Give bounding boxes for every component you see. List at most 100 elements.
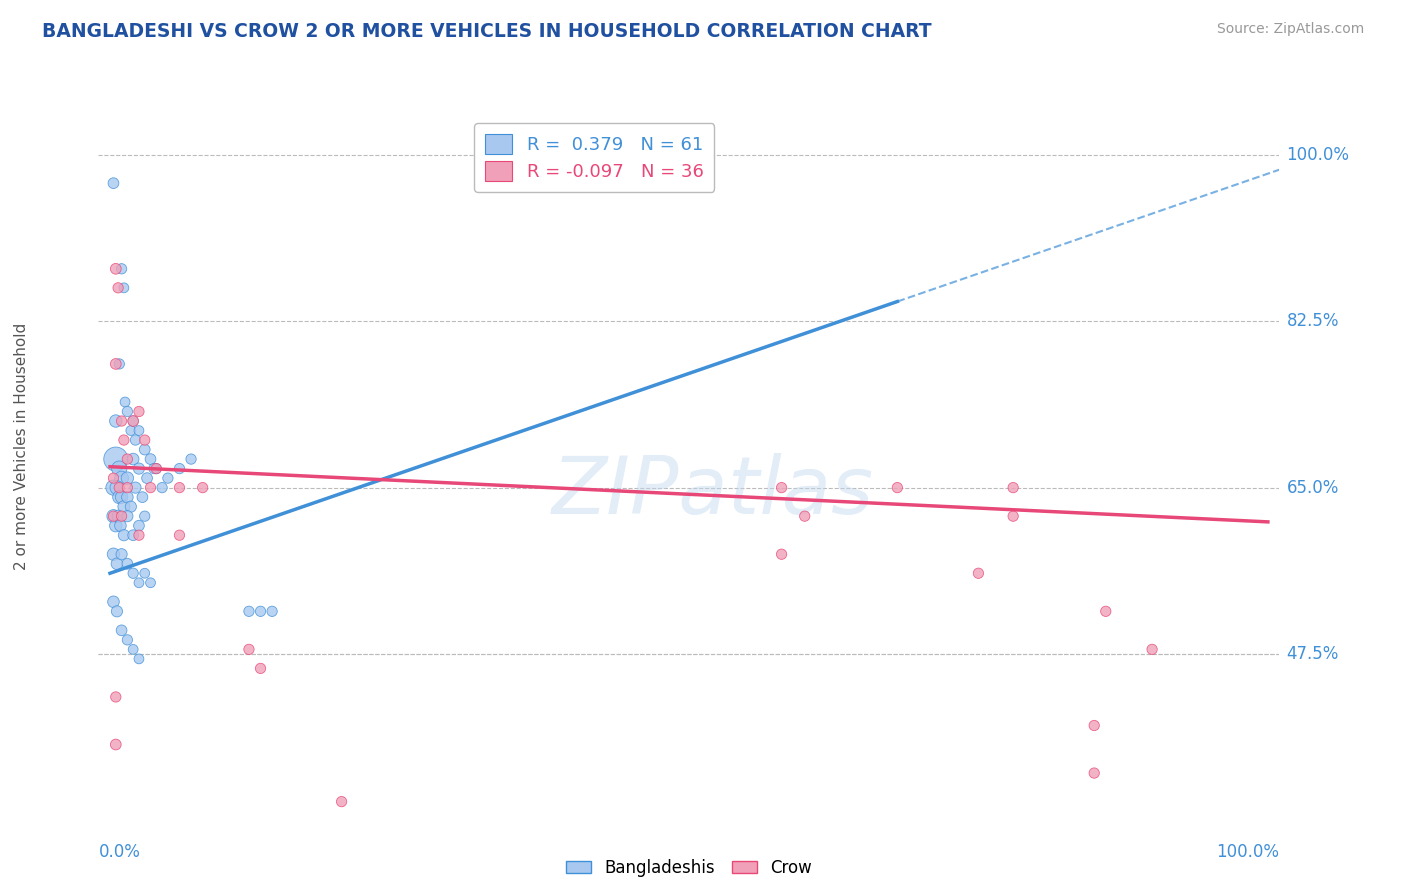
Text: 100.0%: 100.0%	[1216, 843, 1279, 861]
Point	[1002, 481, 1025, 495]
Point	[134, 509, 156, 524]
Point	[967, 566, 990, 581]
Point	[131, 490, 153, 504]
Point	[150, 481, 173, 495]
Point	[112, 281, 135, 295]
Point	[120, 500, 142, 514]
Point	[104, 414, 127, 428]
Point	[110, 547, 132, 561]
Point	[156, 471, 179, 485]
Point	[105, 481, 128, 495]
Point	[793, 509, 815, 524]
Legend: Bangladeshis, Crow: Bangladeshis, Crow	[560, 853, 818, 884]
Point	[107, 281, 129, 295]
Point	[103, 176, 125, 190]
Point	[117, 404, 139, 418]
Point	[108, 481, 131, 495]
Point	[110, 518, 132, 533]
Point	[139, 452, 162, 467]
Point	[124, 433, 146, 447]
Point	[112, 433, 135, 447]
Point	[128, 461, 150, 475]
Point	[114, 395, 136, 409]
Point	[103, 547, 125, 561]
Point	[169, 528, 191, 542]
Point	[169, 481, 191, 495]
Text: BANGLADESHI VS CROW 2 OR MORE VEHICLES IN HOUSEHOLD CORRELATION CHART: BANGLADESHI VS CROW 2 OR MORE VEHICLES I…	[42, 22, 932, 41]
Point	[103, 595, 125, 609]
Text: 65.0%: 65.0%	[1286, 479, 1339, 497]
Point	[145, 461, 167, 475]
Point	[117, 557, 139, 571]
Point	[136, 471, 159, 485]
Text: Source: ZipAtlas.com: Source: ZipAtlas.com	[1216, 22, 1364, 37]
Point	[134, 442, 156, 457]
Point	[104, 452, 127, 467]
Point	[110, 509, 132, 524]
Point	[122, 452, 145, 467]
Point	[122, 414, 145, 428]
Point	[108, 357, 131, 371]
Point	[169, 461, 191, 475]
Point	[238, 642, 260, 657]
Point	[330, 795, 353, 809]
Point	[117, 509, 139, 524]
Point	[122, 528, 145, 542]
Text: 47.5%: 47.5%	[1286, 645, 1339, 663]
Point	[238, 604, 260, 618]
Point	[104, 357, 127, 371]
Text: 82.5%: 82.5%	[1286, 312, 1339, 330]
Point	[112, 500, 135, 514]
Point	[134, 433, 156, 447]
Point	[108, 490, 131, 504]
Point	[104, 261, 127, 276]
Point	[105, 604, 128, 618]
Point	[128, 404, 150, 418]
Point	[262, 604, 284, 618]
Point	[128, 528, 150, 542]
Point	[128, 652, 150, 666]
Text: 2 or more Vehicles in Household: 2 or more Vehicles in Household	[14, 322, 28, 570]
Point	[249, 604, 271, 618]
Point	[1083, 766, 1105, 780]
Point	[112, 528, 135, 542]
Point	[124, 481, 146, 495]
Point	[145, 461, 167, 475]
Point	[143, 461, 166, 475]
Point	[128, 424, 150, 438]
Point	[886, 481, 908, 495]
Point	[103, 471, 125, 485]
Point	[110, 490, 132, 504]
Point	[110, 624, 132, 638]
Text: ZIPatlas: ZIPatlas	[551, 453, 873, 532]
Point	[191, 481, 214, 495]
Point	[110, 471, 132, 485]
Point	[122, 642, 145, 657]
Point	[117, 632, 139, 647]
Text: 0.0%: 0.0%	[98, 843, 141, 861]
Point	[104, 690, 127, 704]
Point	[103, 481, 125, 495]
Point	[117, 481, 139, 495]
Text: 100.0%: 100.0%	[1286, 145, 1350, 163]
Point	[139, 481, 162, 495]
Point	[117, 452, 139, 467]
Point	[139, 575, 162, 590]
Point	[1002, 509, 1025, 524]
Point	[120, 424, 142, 438]
Point	[1083, 718, 1105, 732]
Point	[180, 452, 202, 467]
Point	[134, 566, 156, 581]
Point	[103, 509, 125, 524]
Point	[103, 509, 125, 524]
Point	[770, 481, 793, 495]
Point	[128, 518, 150, 533]
Point	[122, 566, 145, 581]
Point	[104, 518, 127, 533]
Point	[1094, 604, 1116, 618]
Point	[107, 509, 129, 524]
Point	[117, 471, 139, 485]
Point	[110, 261, 132, 276]
Point	[770, 547, 793, 561]
Point	[249, 661, 271, 675]
